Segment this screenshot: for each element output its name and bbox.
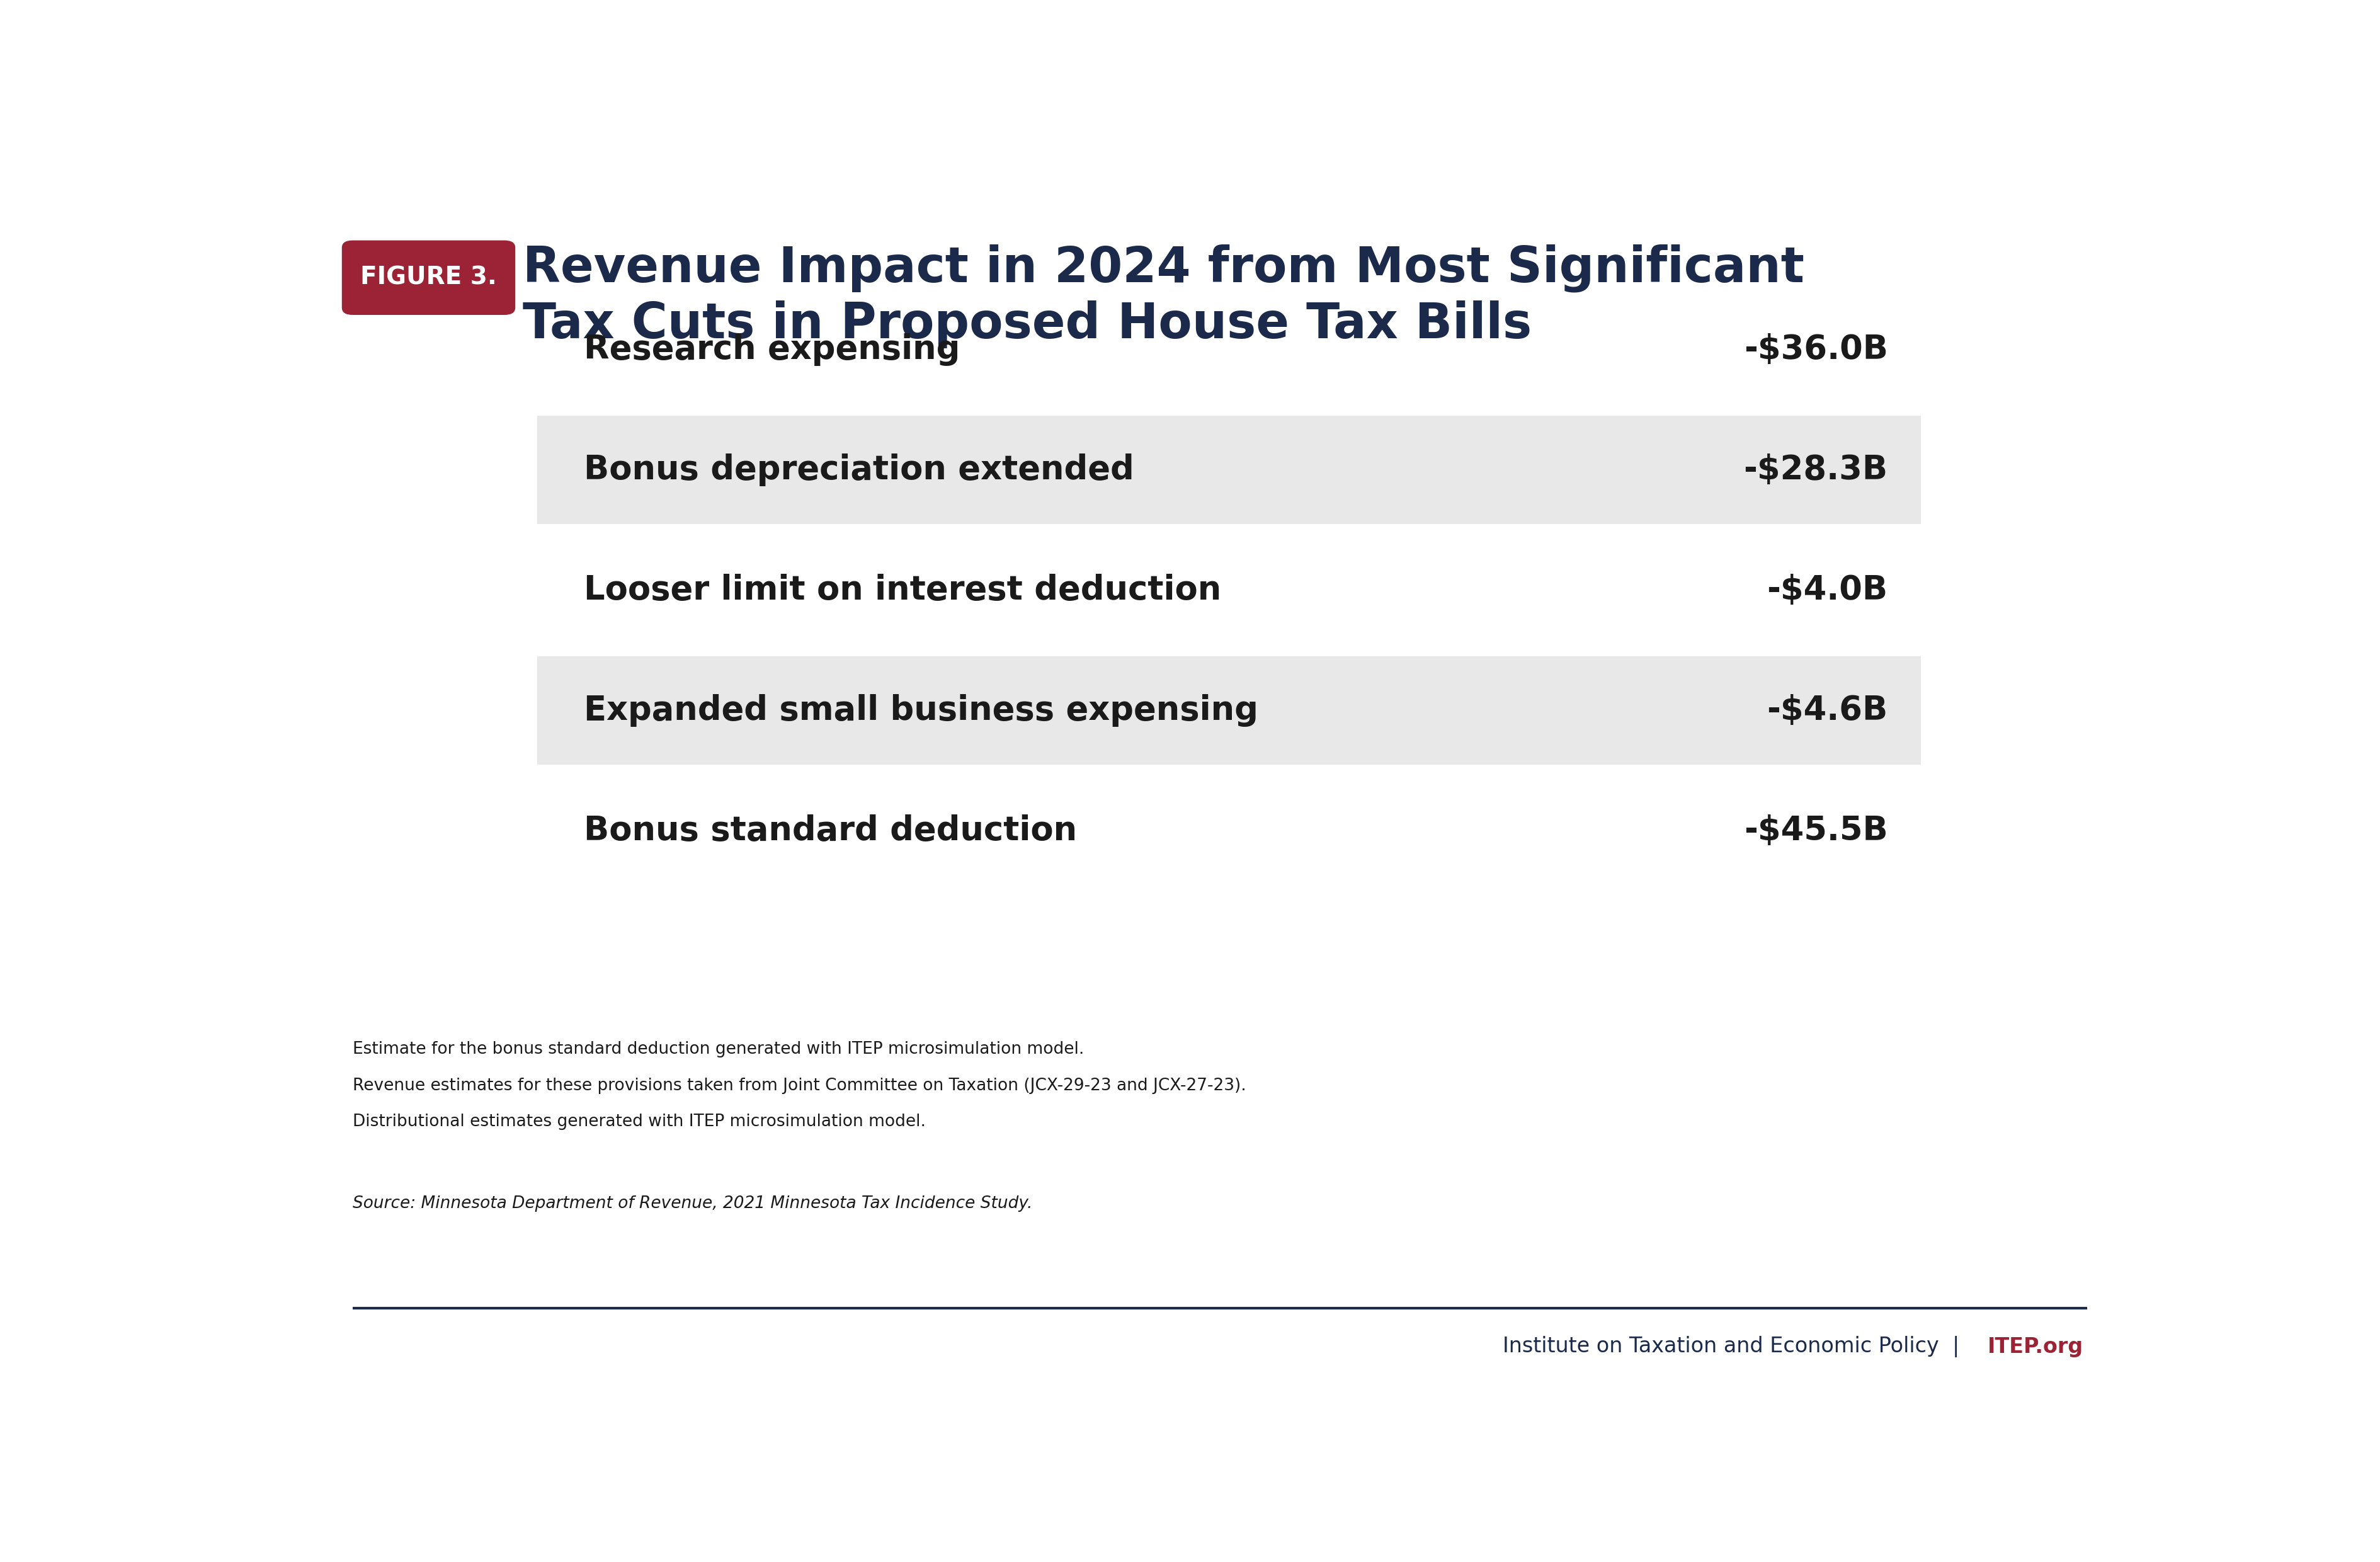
Text: -$4.6B: -$4.6B [1766,694,1887,726]
Text: -$36.0B: -$36.0B [1742,333,1887,366]
Text: Bonus standard deduction: Bonus standard deduction [583,814,1076,847]
Text: Distributional estimates generated with ITEP microsimulation model.: Distributional estimates generated with … [352,1114,926,1129]
Bar [538,656,1921,765]
Text: Institute on Taxation and Economic Policy  |: Institute on Taxation and Economic Polic… [1502,1336,1973,1357]
Text: FIGURE 3.: FIGURE 3. [359,266,497,289]
Text: Looser limit on interest deduction: Looser limit on interest deduction [583,573,1221,606]
Text: Source: Minnesota Department of Revenue, 2021 Minnesota Tax Incidence Study.: Source: Minnesota Department of Revenue,… [352,1195,1033,1212]
Text: Bonus depreciation extended: Bonus depreciation extended [583,453,1133,486]
Text: Revenue estimates for these provisions taken from Joint Committee on Taxation (J: Revenue estimates for these provisions t… [352,1078,1247,1093]
Text: Tax Cuts in Proposed House Tax Bills: Tax Cuts in Proposed House Tax Bills [524,300,1530,348]
Text: -$45.5B: -$45.5B [1745,814,1887,847]
Text: ITEP.org: ITEP.org [1987,1337,2082,1357]
FancyBboxPatch shape [343,241,514,316]
Text: -$4.0B: -$4.0B [1766,573,1887,606]
Text: Revenue Impact in 2024 from Most Significant: Revenue Impact in 2024 from Most Signifi… [524,244,1804,292]
Text: Expanded small business expensing: Expanded small business expensing [583,694,1257,726]
Text: Research expensing: Research expensing [583,333,959,366]
Text: Estimate for the bonus standard deduction generated with ITEP microsimulation mo: Estimate for the bonus standard deductio… [352,1042,1083,1057]
Bar [538,415,1921,525]
Text: -$28.3B: -$28.3B [1742,453,1887,486]
